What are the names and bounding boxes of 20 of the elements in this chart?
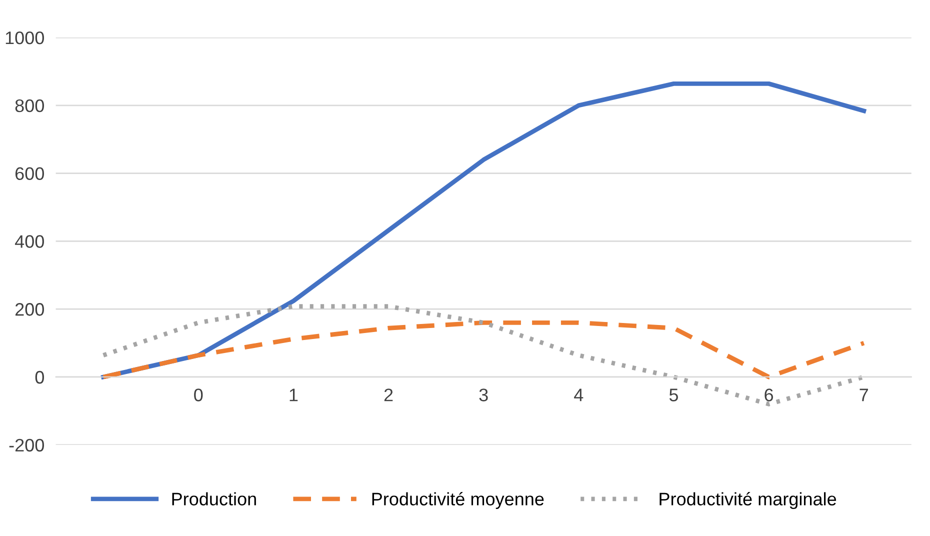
line-series — [101, 81, 866, 380]
line-series — [101, 320, 866, 380]
y-tick-label: 1000 — [6, 31, 44, 44]
x-tick-label: 1 — [290, 388, 298, 402]
x-tick-label: 2 — [384, 388, 393, 402]
y-tick-label: 800 — [15, 99, 44, 112]
x-tick-label: 4 — [574, 388, 584, 402]
y-tick-label: 600 — [15, 167, 44, 180]
legend-label: Productivité marginale — [660, 492, 836, 510]
legend-label: Productivité moyenne — [372, 492, 544, 510]
y-tick-label: 400 — [14, 235, 44, 248]
y-tick-label: 200 — [15, 303, 44, 316]
x-tick-label: 6 — [764, 388, 774, 402]
y-tick-label: 0 — [35, 370, 44, 384]
x-tick-label: 7 — [860, 388, 868, 402]
x-tick-label: 3 — [479, 388, 488, 402]
legend-label: Production — [172, 492, 256, 506]
x-tick-label: 5 — [669, 388, 678, 402]
y-tick-label: -200 — [9, 438, 44, 452]
x-tick-label: 0 — [194, 388, 203, 402]
